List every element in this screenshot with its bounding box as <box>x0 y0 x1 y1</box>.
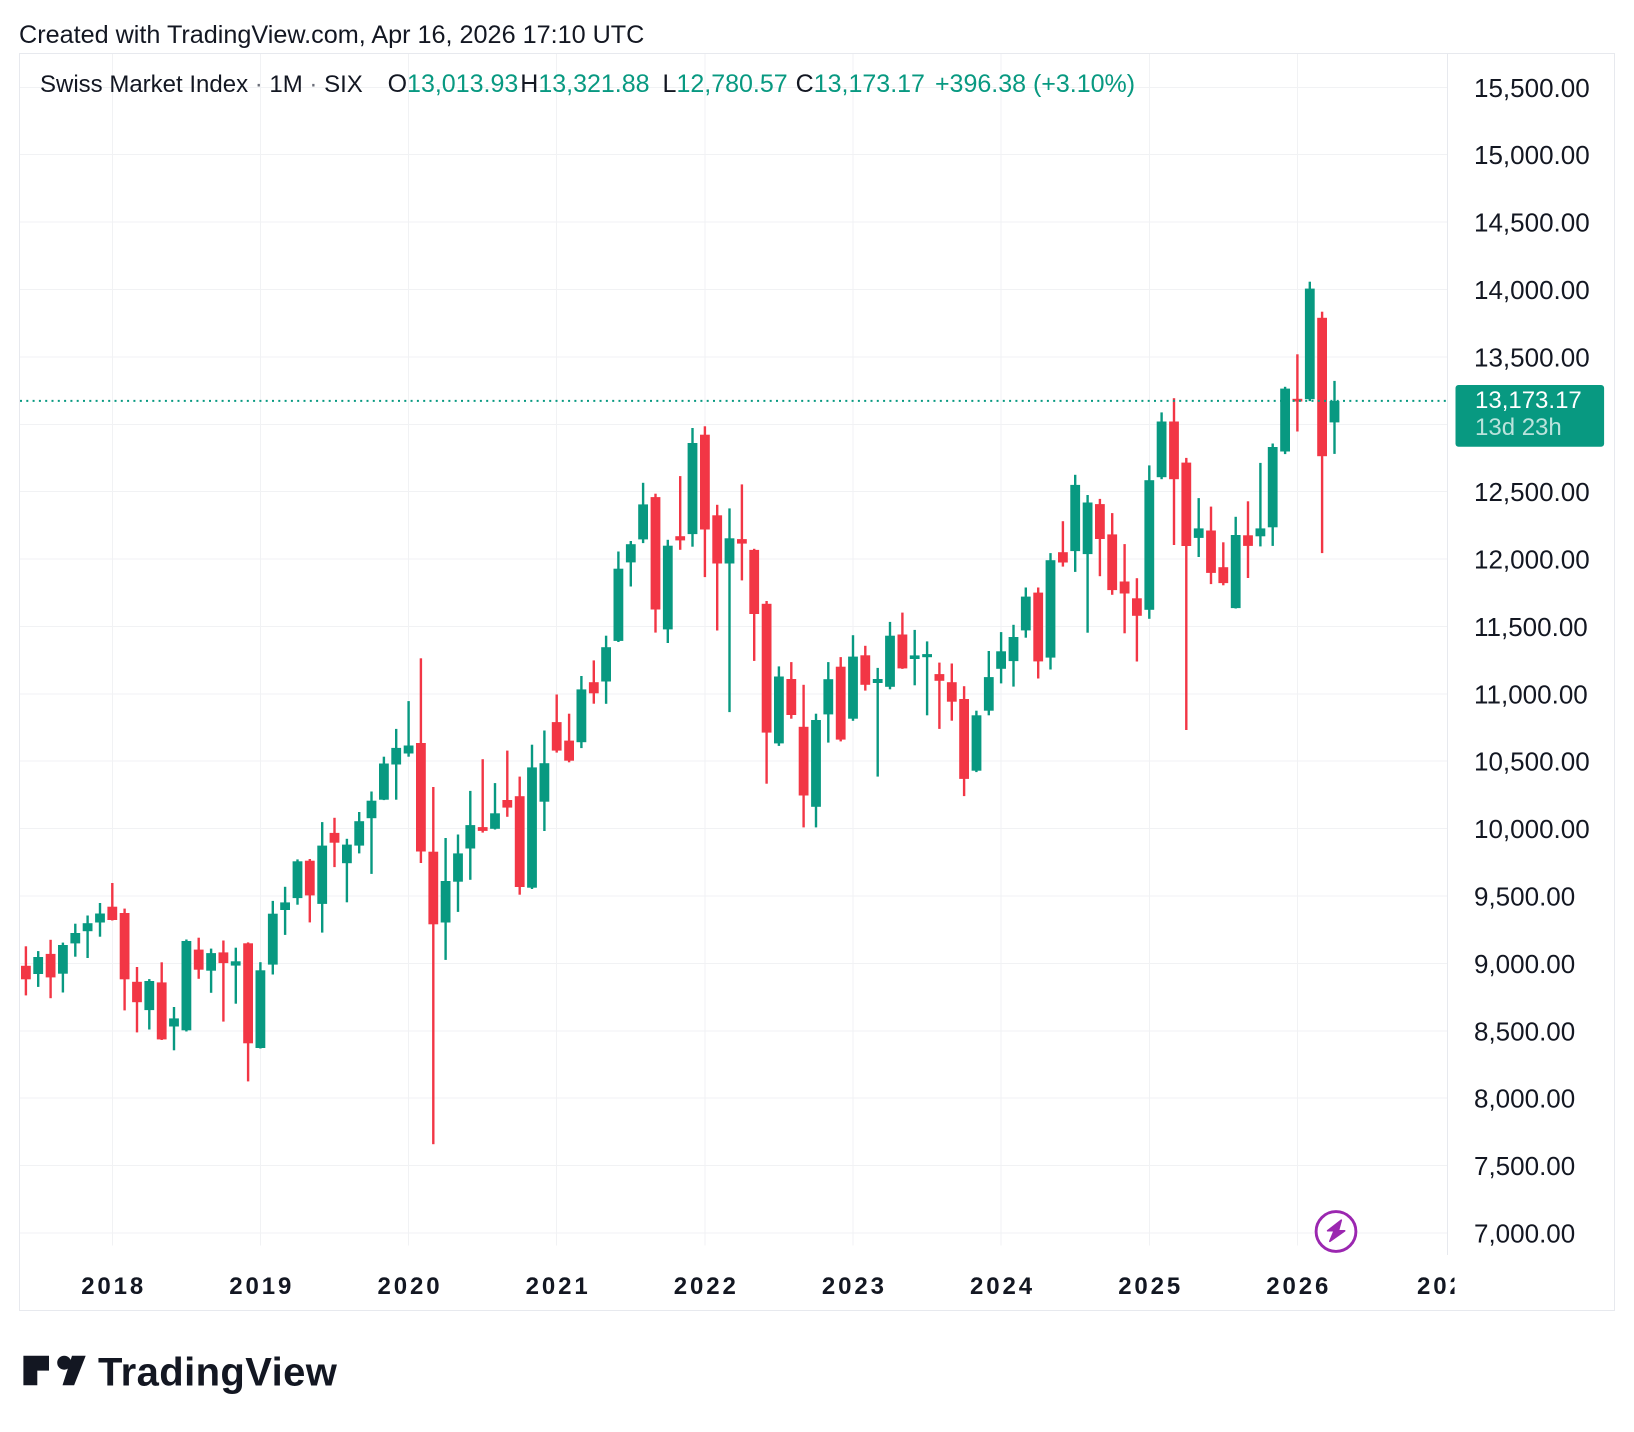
svg-text:2026: 2026 <box>1266 1273 1331 1300</box>
svg-text:14,000.00: 14,000.00 <box>1474 275 1590 305</box>
svg-text:Created with TradingView.com,: Created with TradingView.com, Apr 16, 20… <box>19 21 644 49</box>
svg-text:12,500.00: 12,500.00 <box>1474 477 1590 507</box>
svg-text:2019: 2019 <box>229 1273 294 1300</box>
svg-text:7,000.00: 7,000.00 <box>1474 1219 1575 1249</box>
svg-text:2023: 2023 <box>822 1273 887 1300</box>
svg-text:2021: 2021 <box>526 1273 591 1300</box>
svg-text:TradingView: TradingView <box>98 1350 338 1394</box>
svg-text:Swiss Market Index · 1M · SIX: Swiss Market Index · 1M · SIX <box>40 71 363 98</box>
svg-text:10,500.00: 10,500.00 <box>1474 747 1590 777</box>
svg-text:15,000.00: 15,000.00 <box>1474 140 1590 170</box>
svg-text:13d 23h: 13d 23h <box>1475 414 1562 441</box>
svg-text:11,500.00: 11,500.00 <box>1474 612 1588 642</box>
svg-text:9,500.00: 9,500.00 <box>1474 882 1575 912</box>
svg-text:2020: 2020 <box>378 1273 443 1300</box>
svg-text:2018: 2018 <box>81 1273 146 1300</box>
svg-text:2027: 2027 <box>1417 1273 1482 1300</box>
svg-text:14,500.00: 14,500.00 <box>1474 208 1590 238</box>
svg-text:2022: 2022 <box>674 1273 739 1300</box>
svg-text:2025: 2025 <box>1118 1273 1183 1300</box>
svg-text:13,173.17: 13,173.17 <box>1475 387 1582 414</box>
svg-text:10,000.00: 10,000.00 <box>1474 814 1590 844</box>
svg-text:7,500.00: 7,500.00 <box>1474 1151 1575 1181</box>
svg-text:12,000.00: 12,000.00 <box>1474 545 1590 575</box>
svg-text:2024: 2024 <box>970 1273 1035 1300</box>
svg-text:8,500.00: 8,500.00 <box>1474 1016 1575 1046</box>
svg-text:8,000.00: 8,000.00 <box>1474 1084 1575 1114</box>
svg-text:13,500.00: 13,500.00 <box>1474 342 1590 372</box>
svg-text:9,000.00: 9,000.00 <box>1474 949 1575 979</box>
svg-text:11,000.00: 11,000.00 <box>1474 679 1588 709</box>
svg-text:15,500.00: 15,500.00 <box>1474 73 1590 103</box>
